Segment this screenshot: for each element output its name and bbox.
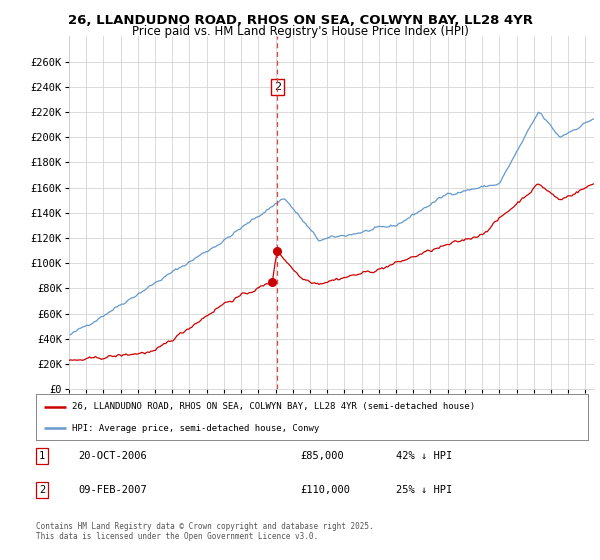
Text: £85,000: £85,000 bbox=[300, 451, 344, 461]
Text: 20-OCT-2006: 20-OCT-2006 bbox=[78, 451, 147, 461]
Text: 09-FEB-2007: 09-FEB-2007 bbox=[78, 485, 147, 495]
Text: Price paid vs. HM Land Registry's House Price Index (HPI): Price paid vs. HM Land Registry's House … bbox=[131, 25, 469, 38]
Text: 26, LLANDUDNO ROAD, RHOS ON SEA, COLWYN BAY, LL28 4YR (semi-detached house): 26, LLANDUDNO ROAD, RHOS ON SEA, COLWYN … bbox=[72, 402, 475, 411]
Text: Contains HM Land Registry data © Crown copyright and database right 2025.
This d: Contains HM Land Registry data © Crown c… bbox=[36, 522, 374, 542]
Text: £110,000: £110,000 bbox=[300, 485, 350, 495]
Text: 42% ↓ HPI: 42% ↓ HPI bbox=[396, 451, 452, 461]
Text: HPI: Average price, semi-detached house, Conwy: HPI: Average price, semi-detached house,… bbox=[72, 423, 319, 433]
Text: 25% ↓ HPI: 25% ↓ HPI bbox=[396, 485, 452, 495]
Text: 2: 2 bbox=[274, 82, 281, 92]
Text: 2: 2 bbox=[39, 485, 45, 495]
Text: 1: 1 bbox=[39, 451, 45, 461]
Text: 26, LLANDUDNO ROAD, RHOS ON SEA, COLWYN BAY, LL28 4YR: 26, LLANDUDNO ROAD, RHOS ON SEA, COLWYN … bbox=[67, 14, 533, 27]
